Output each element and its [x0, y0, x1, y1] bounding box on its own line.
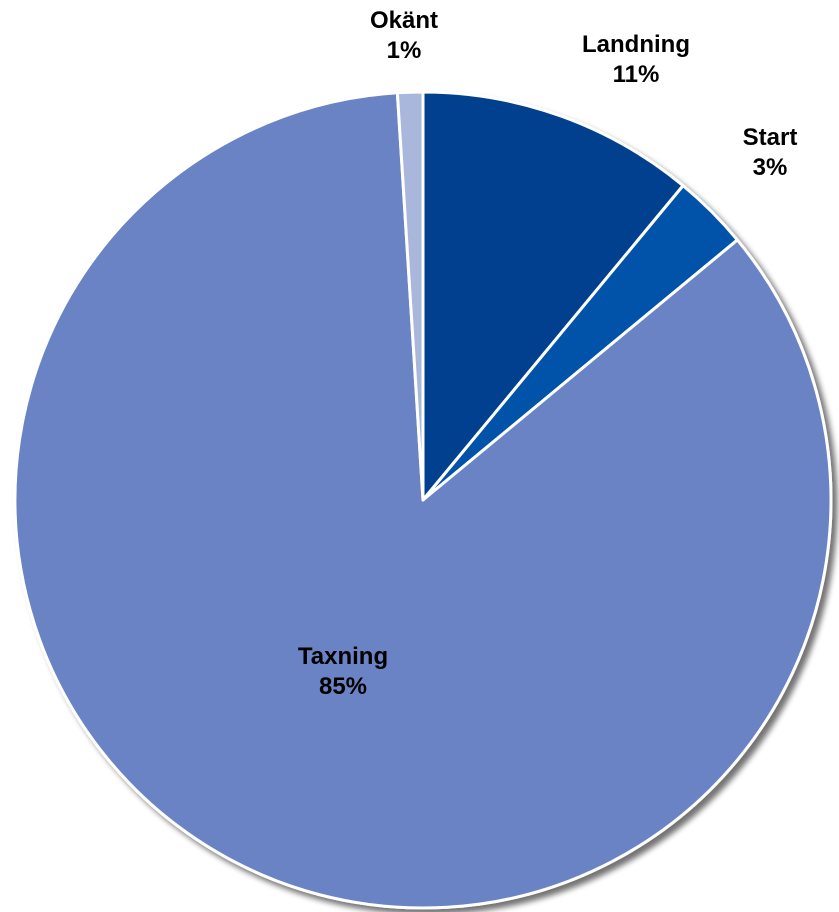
pie-labels: Landning 11% Start 3% Taxning 85% Okänt 1%: [298, 7, 797, 700]
pie-slices: [13, 90, 833, 910]
slice-label: Landning: [582, 31, 690, 58]
slice-percent-label: 11%: [613, 61, 660, 88]
slice-label: Okänt: [370, 7, 438, 34]
slice-percent-label: 1%: [387, 37, 422, 64]
slice-label: Start: [743, 124, 798, 151]
slice-label: Taxning: [298, 643, 388, 670]
pie-slice-ok-nt: [395, 90, 425, 502]
pie-slice-landning: [421, 90, 685, 502]
slice-percent-label: 3%: [753, 154, 788, 181]
slice-percent-label: 85%: [319, 673, 367, 700]
